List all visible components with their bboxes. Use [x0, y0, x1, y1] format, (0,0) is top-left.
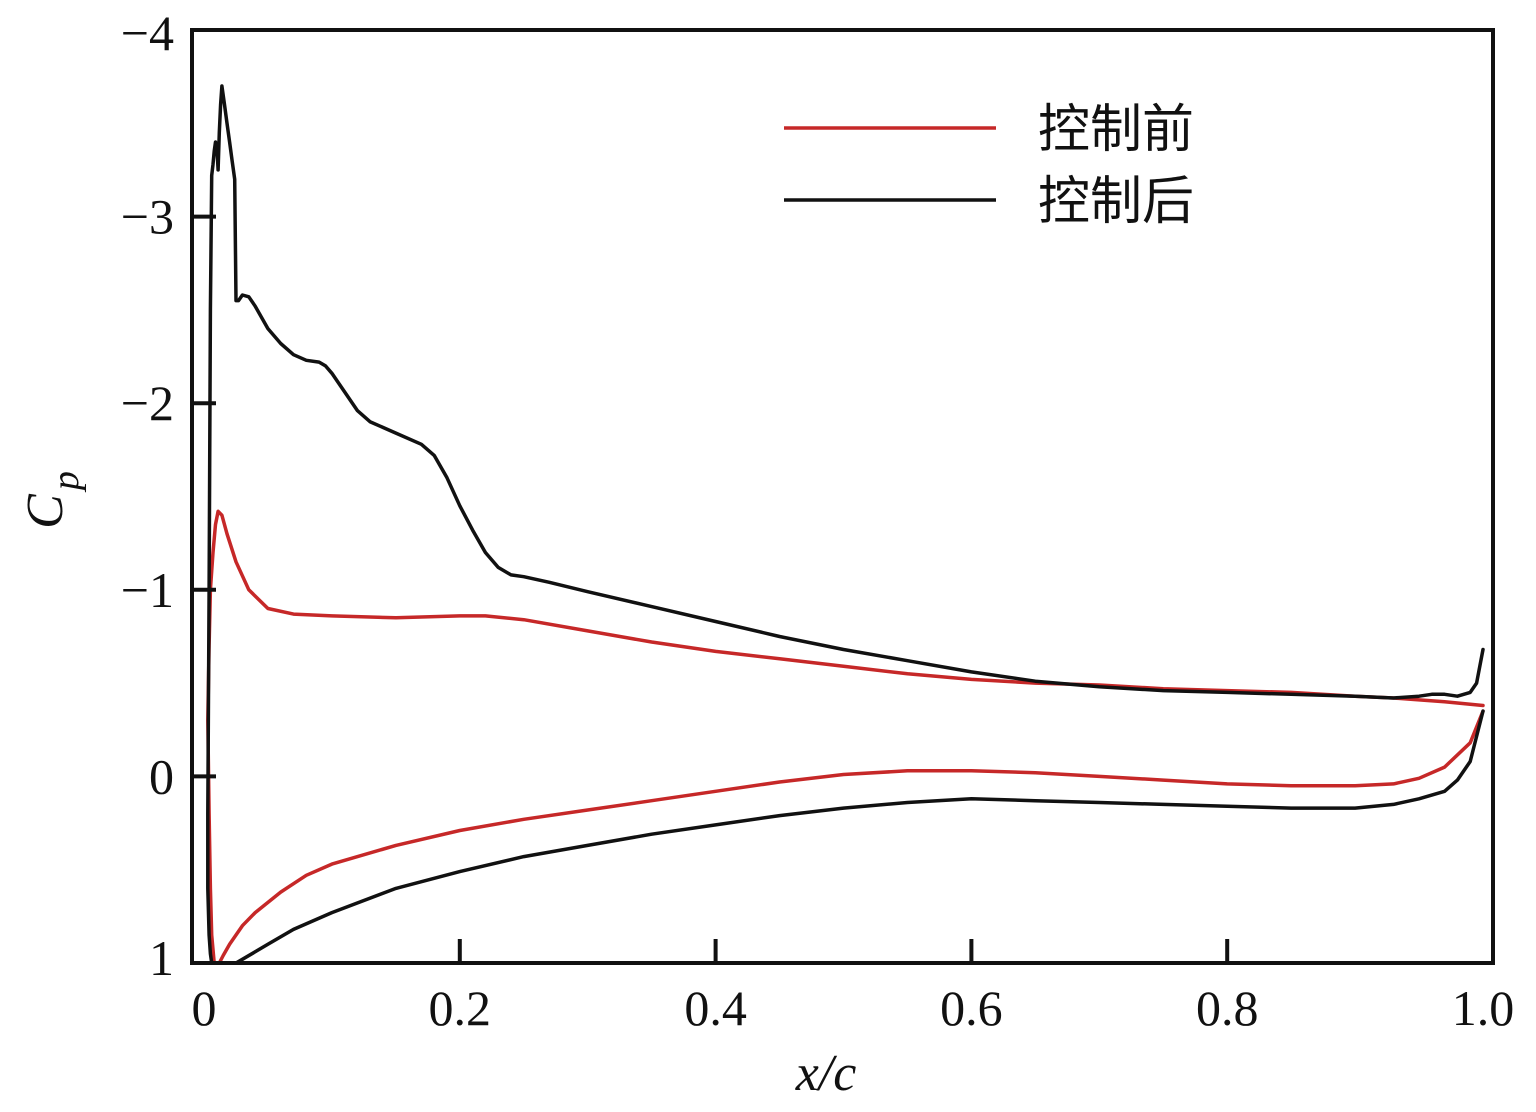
y-axis-title-sub: p: [45, 471, 87, 493]
x-tick-label: 0.4: [684, 980, 747, 1036]
x-tick-label: 0.8: [1196, 980, 1259, 1036]
x-tick-label: 0: [192, 980, 217, 1036]
x-tick-label: 0.2: [429, 980, 492, 1036]
y-axis-title-main: C: [17, 493, 74, 529]
y-tick-label: −4: [121, 5, 174, 61]
svg-text:Cp: Cp: [17, 471, 87, 529]
plot-frame: [190, 28, 1495, 965]
series-line-2: [206, 84, 1485, 963]
legend-label-series-2: 控制后: [1038, 172, 1194, 232]
x-tick-label: 0.6: [940, 980, 1003, 1036]
x-tick-label: 1.0: [1452, 980, 1515, 1036]
y-tick-label: −3: [121, 189, 174, 245]
legend-label-series-1: 控制前: [1038, 100, 1194, 160]
y-tick-label: 1: [149, 930, 174, 986]
series-layer: [206, 84, 1485, 963]
series-line-1: [206, 509, 1485, 963]
y-axis-title: Cp: [17, 471, 87, 529]
y-tick-label: −2: [121, 375, 174, 431]
y-axis-ticks: −4 −3 −2 −1 0 1: [121, 5, 216, 986]
x-axis-title: x/c: [795, 1045, 857, 1102]
legend: 控制前 控制后: [784, 100, 1194, 232]
x-axis-ticks: 0 0.2 0.4 0.6 0.8 1.0: [192, 939, 1515, 1036]
y-tick-label: 0: [149, 748, 174, 804]
y-tick-label: −1: [121, 562, 174, 618]
